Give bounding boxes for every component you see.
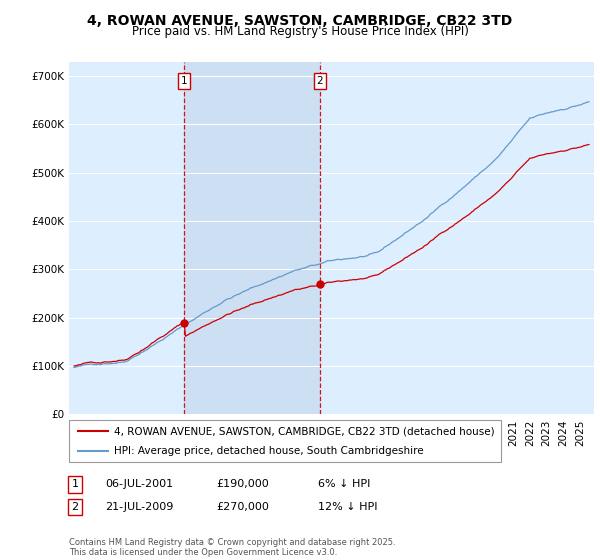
Text: HPI: Average price, detached house, South Cambridgeshire: HPI: Average price, detached house, Sout… [115,446,424,456]
Text: 21-JUL-2009: 21-JUL-2009 [105,502,173,512]
Text: 2: 2 [316,76,323,86]
Text: Contains HM Land Registry data © Crown copyright and database right 2025.
This d: Contains HM Land Registry data © Crown c… [69,538,395,557]
Text: £190,000: £190,000 [216,479,269,489]
Text: 1: 1 [181,76,187,86]
Text: 1: 1 [71,479,79,489]
Text: 06-JUL-2001: 06-JUL-2001 [105,479,173,489]
Text: 6% ↓ HPI: 6% ↓ HPI [318,479,370,489]
FancyBboxPatch shape [69,420,501,462]
Text: 4, ROWAN AVENUE, SAWSTON, CAMBRIDGE, CB22 3TD (detached house): 4, ROWAN AVENUE, SAWSTON, CAMBRIDGE, CB2… [115,426,495,436]
Bar [184,62,320,414]
Text: 12% ↓ HPI: 12% ↓ HPI [318,502,377,512]
Text: Price paid vs. HM Land Registry's House Price Index (HPI): Price paid vs. HM Land Registry's House … [131,25,469,38]
Text: £270,000: £270,000 [216,502,269,512]
Text: 2: 2 [71,502,79,512]
Text: 4, ROWAN AVENUE, SAWSTON, CAMBRIDGE, CB22 3TD: 4, ROWAN AVENUE, SAWSTON, CAMBRIDGE, CB2… [88,14,512,28]
